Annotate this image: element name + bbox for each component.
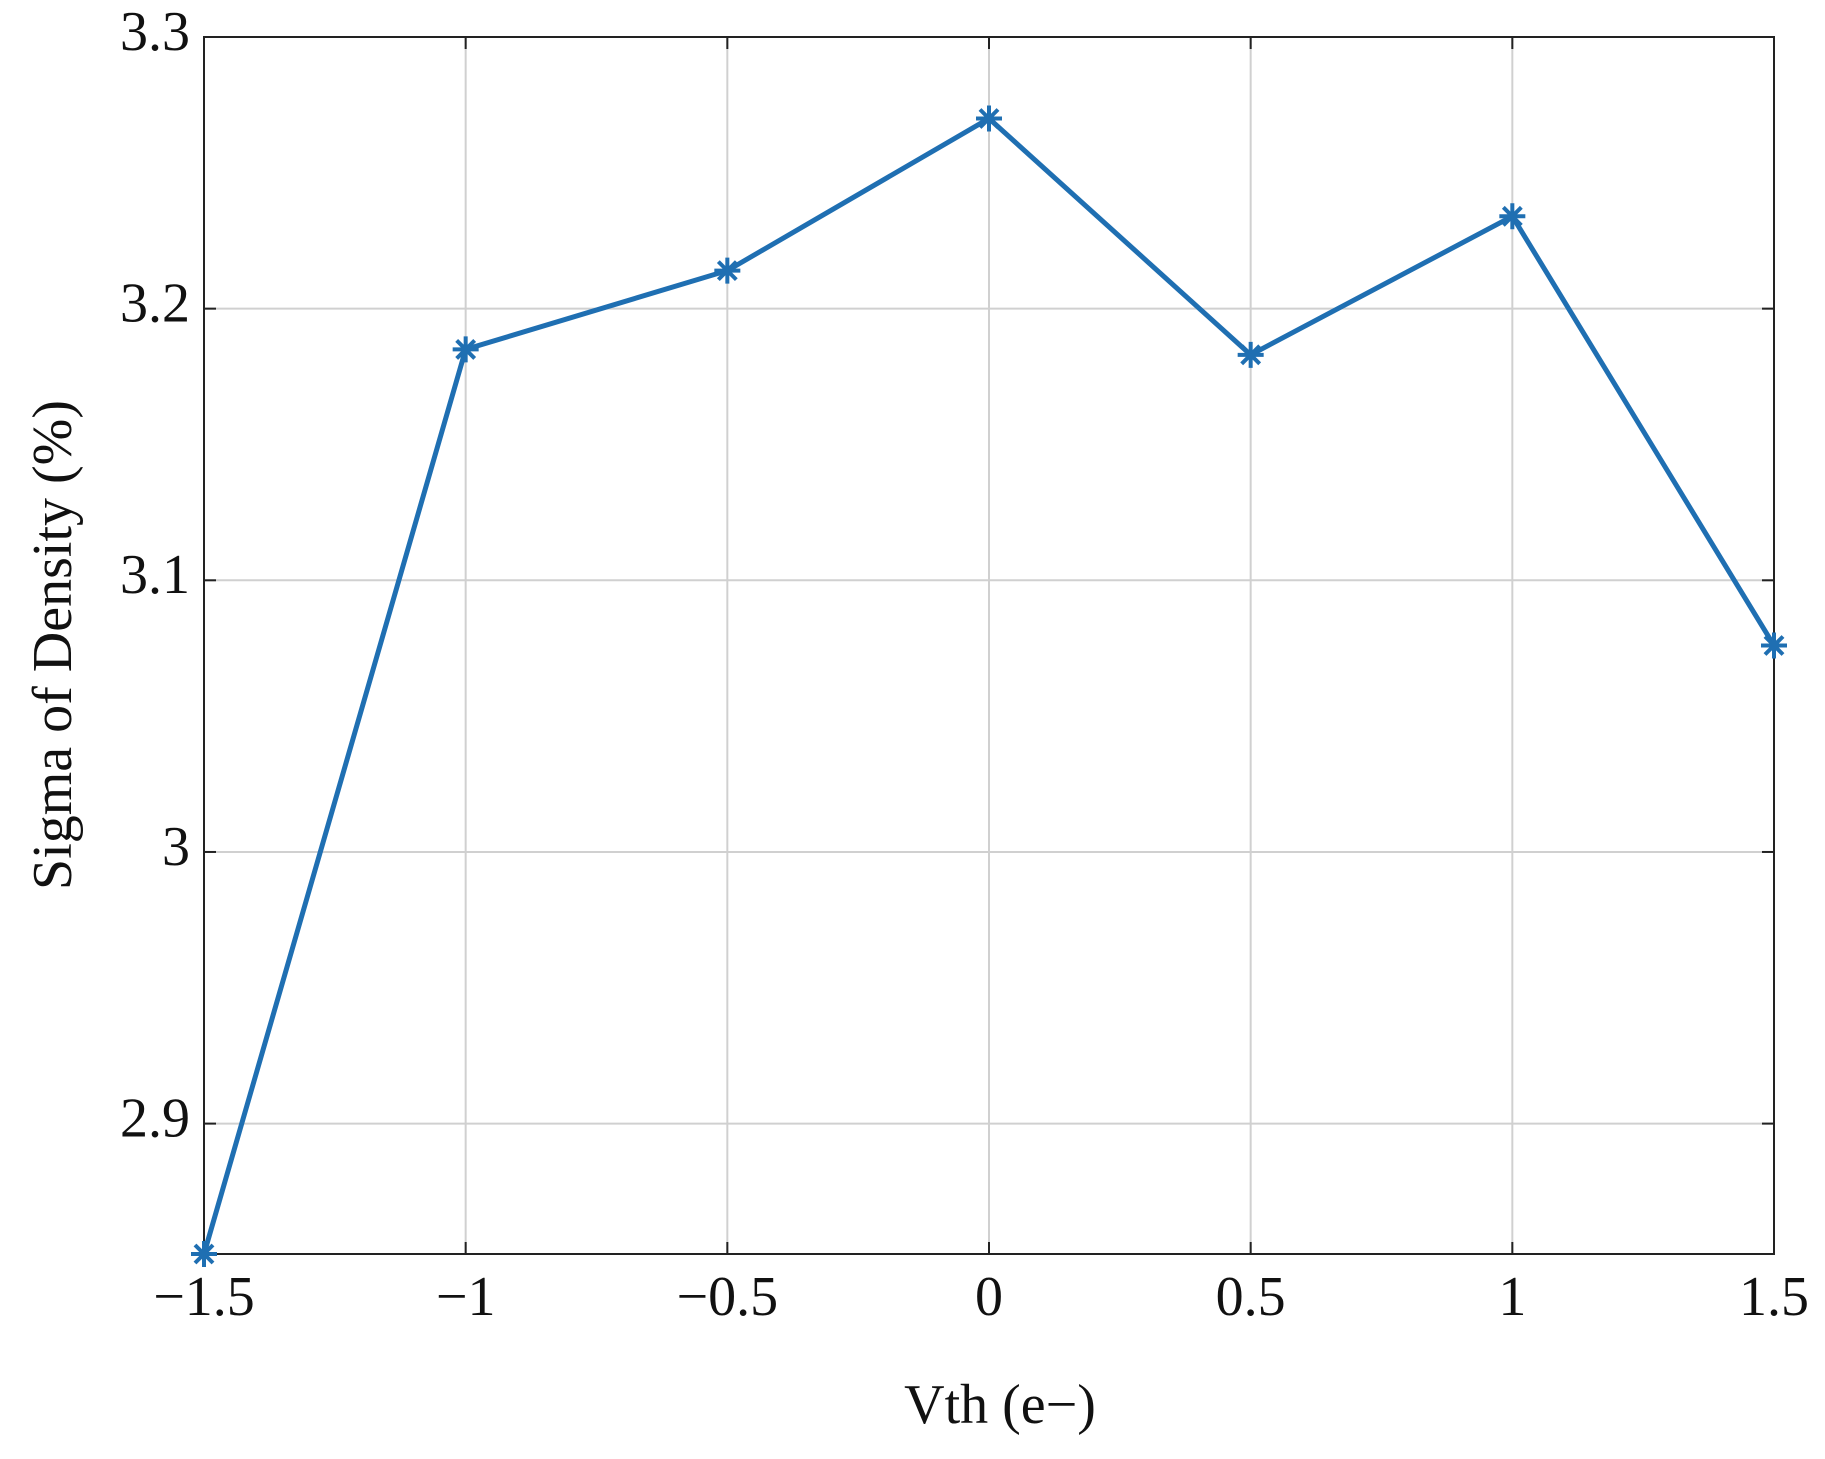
marker xyxy=(714,257,741,284)
y-tick-label: 3 xyxy=(162,816,190,878)
y-tick-label: 3.1 xyxy=(120,544,190,606)
x-tick-label: −1 xyxy=(436,1266,496,1328)
x-tick-label: 0.5 xyxy=(1216,1266,1286,1328)
x-tick-label: −1.5 xyxy=(153,1266,255,1328)
x-tick-label: 1 xyxy=(1498,1266,1526,1328)
marker xyxy=(976,105,1002,132)
x-tick-label: 0 xyxy=(975,1266,1003,1328)
y-tick-label: 2.9 xyxy=(120,1087,190,1149)
marker xyxy=(1761,632,1787,659)
x-tick-label: −0.5 xyxy=(677,1266,779,1328)
marker xyxy=(1237,341,1264,368)
x-tick-label: 1.5 xyxy=(1739,1266,1809,1328)
marker xyxy=(452,336,479,363)
marker xyxy=(191,1241,217,1267)
marker xyxy=(1499,203,1526,230)
y-tick-label: 3.3 xyxy=(120,1,190,63)
y-tick-label: 3.2 xyxy=(120,272,190,334)
y-axis-label: Sigma of Density (%) xyxy=(22,400,84,890)
x-axis-label: Vth (e−) xyxy=(904,1374,1096,1436)
